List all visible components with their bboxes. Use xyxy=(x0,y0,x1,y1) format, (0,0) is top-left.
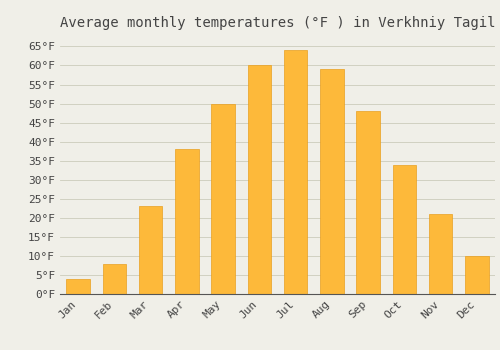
Bar xyxy=(429,214,452,294)
Title: Average monthly temperatures (°F ) in Verkhniy Tagil: Average monthly temperatures (°F ) in Ve… xyxy=(60,16,495,30)
Bar xyxy=(465,256,488,294)
Bar xyxy=(102,264,126,294)
Bar xyxy=(139,206,162,294)
Bar xyxy=(356,111,380,294)
Bar xyxy=(320,69,344,294)
Bar xyxy=(212,104,235,294)
Bar xyxy=(284,50,308,294)
Bar xyxy=(392,164,416,294)
Bar xyxy=(66,279,90,294)
Bar xyxy=(248,65,271,294)
Bar xyxy=(175,149,199,294)
